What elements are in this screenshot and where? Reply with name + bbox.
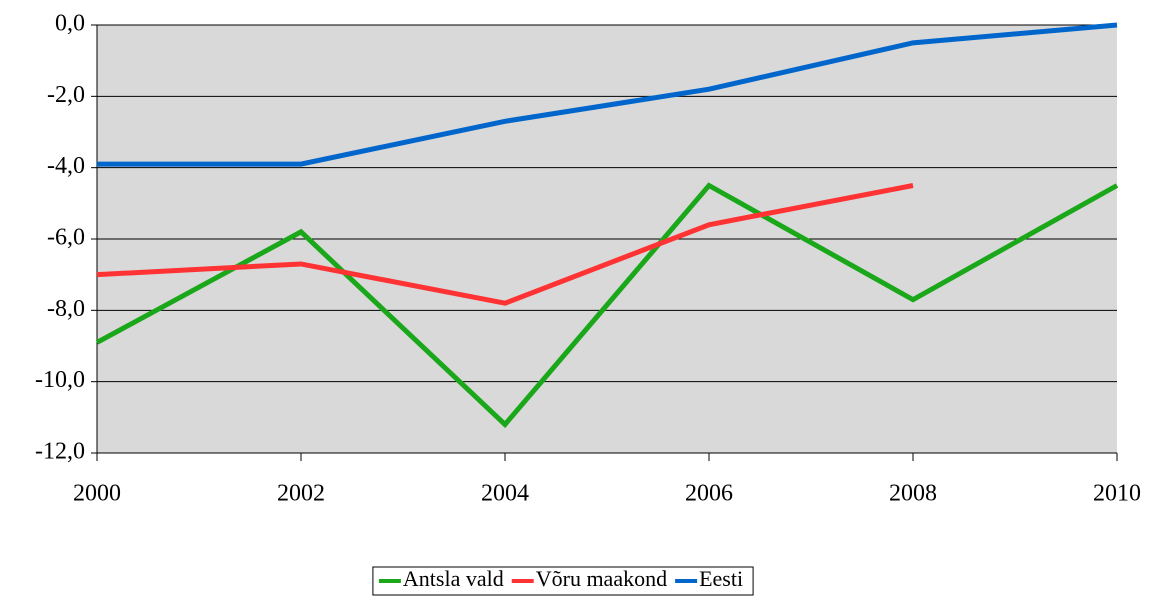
- y-tick-label: -12,0: [35, 439, 85, 465]
- legend: Antsla vald Võru maakond Eesti: [372, 566, 754, 596]
- legend-label: Võru maakond: [536, 566, 667, 591]
- x-tick-label: 2000: [73, 481, 121, 507]
- series-line: [97, 22, 1118, 167]
- x-tick-label: 2006: [685, 481, 733, 507]
- series-line: [95, 182, 1119, 429]
- x-tick-label: 2010: [1093, 481, 1141, 507]
- legend-label: Eesti: [699, 566, 743, 591]
- y-tick-label: -10,0: [35, 367, 85, 393]
- y-tick-label: -8,0: [47, 296, 85, 322]
- x-tick-label: 2002: [277, 481, 325, 507]
- legend-label: Antsla vald: [403, 566, 504, 591]
- series-line: [96, 183, 914, 306]
- y-tick-label: -4,0: [47, 153, 85, 179]
- x-tick-label: 2004: [481, 481, 529, 507]
- y-tick-label: -2,0: [47, 82, 85, 108]
- y-tick-label: 0,0: [55, 11, 85, 37]
- y-tick-label: -6,0: [47, 225, 85, 251]
- x-tick-label: 2008: [889, 481, 937, 507]
